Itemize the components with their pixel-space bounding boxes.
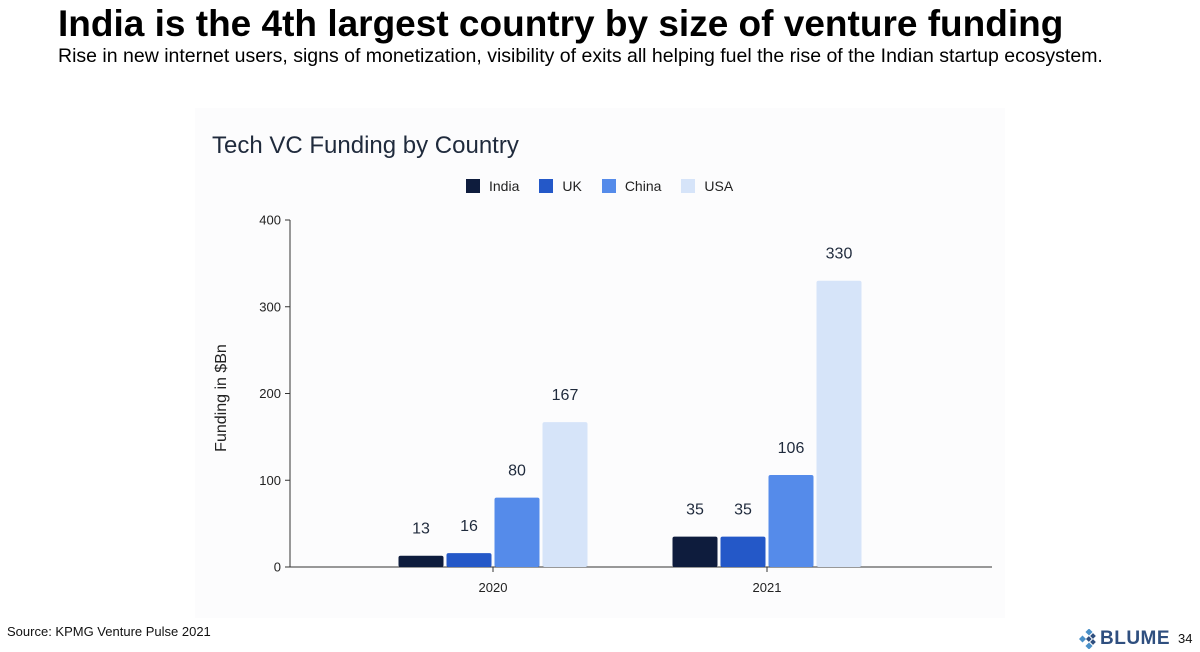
- legend-label-china: China: [624, 178, 662, 194]
- bar-usa-2021: [816, 280, 862, 567]
- data-label-india-2021: 35: [686, 502, 704, 519]
- legend-swatch-usa: [681, 179, 696, 193]
- data-label-china-2020: 80: [508, 463, 526, 480]
- chart-legend: India UK China USA: [466, 176, 753, 196]
- y-tick-label: 0: [274, 560, 281, 575]
- legend-label-india: India: [489, 178, 520, 194]
- slide-subtitle: Rise in new internet users, signs of mon…: [58, 45, 1103, 67]
- bar-china-2021: [768, 475, 814, 567]
- bar-china-2020: [494, 497, 540, 567]
- brand-logo: BLUME: [1079, 628, 1170, 650]
- data-label-uk-2020: 16: [460, 518, 478, 535]
- data-label-china-2021: 106: [778, 440, 805, 457]
- y-tick-label: 200: [259, 386, 281, 401]
- chart-title: Tech VC Funding by Country: [212, 132, 519, 159]
- y-tick-label: 100: [259, 473, 281, 488]
- bar-uk-2020: [446, 553, 492, 567]
- x-tick-label: 2021: [753, 580, 782, 595]
- bar-india-2021: [672, 536, 718, 567]
- source-note: Source: KPMG Venture Pulse 2021: [7, 624, 211, 639]
- bar-uk-2021: [720, 536, 766, 567]
- data-label-india-2020: 13: [412, 521, 430, 538]
- blume-logo-icon: [1079, 629, 1096, 649]
- y-axis-label: Funding in $Bn: [213, 344, 230, 452]
- y-tick-label: 300: [259, 299, 281, 314]
- bar-usa-2020: [542, 422, 588, 567]
- legend-item-uk: UK: [539, 178, 582, 194]
- legend-swatch-china: [601, 179, 616, 193]
- legend-item-usa: USA: [681, 178, 733, 194]
- legend-item-china: China: [601, 178, 662, 194]
- x-tick-label: 2020: [479, 580, 508, 595]
- data-label-usa-2020: 167: [552, 387, 579, 404]
- data-label-uk-2021: 35: [734, 502, 752, 519]
- y-tick-label: 400: [259, 213, 281, 228]
- chart-panel: [195, 108, 1005, 618]
- legend-label-usa: USA: [704, 178, 734, 194]
- legend-label-uk: UK: [562, 178, 582, 194]
- data-label-usa-2021: 330: [826, 246, 853, 263]
- legend-item-india: India: [466, 178, 519, 194]
- bar-india-2020: [398, 555, 444, 567]
- legend-swatch-india: [466, 179, 480, 193]
- page-number: 34: [1178, 631, 1193, 646]
- legend-swatch-uk: [539, 179, 554, 193]
- brand-name: BLUME: [1100, 628, 1171, 649]
- slide-title: India is the 4th largest country by size…: [58, 3, 1064, 44]
